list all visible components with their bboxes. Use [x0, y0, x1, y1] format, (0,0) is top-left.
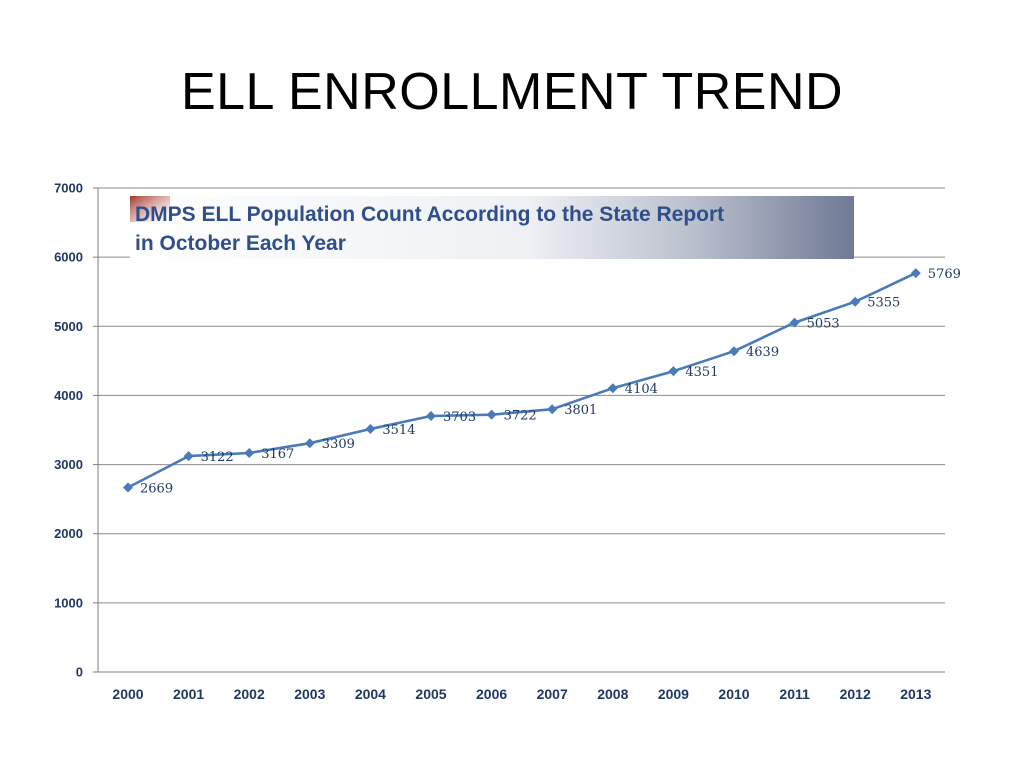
y-tick-label: 5000 — [54, 319, 83, 334]
y-axis-ticks: 0 1000 2000 3000 4000 5000 6000 7000 — [54, 181, 83, 680]
x-tick-label: 2008 — [597, 686, 628, 702]
data-label: 3514 — [382, 423, 415, 438]
banner-background — [130, 196, 854, 259]
x-tick-label: 2001 — [173, 686, 204, 702]
x-tick-label: 2010 — [718, 686, 749, 702]
y-tick-label: 3000 — [54, 457, 83, 472]
data-label: 3703 — [443, 410, 476, 425]
data-label: 3309 — [322, 437, 355, 452]
x-tick-label: 2011 — [779, 686, 810, 702]
gridlines — [98, 187, 945, 673]
data-point-marker — [729, 346, 739, 357]
y-tick-label: 0 — [76, 665, 83, 680]
data-point-marker — [668, 366, 679, 377]
data-point-marker — [365, 424, 376, 435]
y-tick-label: 7000 — [54, 181, 83, 196]
data-label: 5355 — [867, 296, 900, 311]
data-point-marker — [426, 410, 436, 421]
chart-title-line-2: in October Each Year — [135, 232, 346, 255]
data-point-marker — [244, 448, 255, 459]
slide-title: ELL ENROLLMENT TREND — [180, 63, 844, 121]
y-tick-label: 6000 — [54, 250, 83, 265]
data-point-marker — [123, 482, 133, 493]
data-label: 4351 — [685, 365, 718, 380]
data-label: 5769 — [928, 267, 961, 282]
data-label: 4639 — [746, 345, 779, 360]
chart-title-line-1: DMPS ELL Population Count According to t… — [135, 203, 724, 226]
data-point-marker — [183, 451, 194, 462]
data-point-marker — [607, 383, 618, 394]
x-tick-label: 2009 — [658, 686, 689, 702]
data-label: 3801 — [564, 403, 597, 418]
x-tick-label: 2005 — [415, 686, 446, 702]
data-point-marker — [304, 438, 315, 449]
data-point-marker — [910, 268, 921, 279]
data-label: 3122 — [201, 450, 234, 465]
axes — [93, 187, 99, 673]
data-label: 4104 — [625, 382, 658, 397]
data-point-marker — [789, 317, 800, 328]
data-point-marker — [547, 404, 558, 415]
series-enrollment — [123, 268, 921, 493]
data-label: 3167 — [261, 447, 294, 462]
x-tick-label: 2002 — [234, 686, 265, 702]
data-label: 2669 — [140, 481, 173, 496]
banner-corner-accent — [130, 196, 170, 222]
series-line — [127, 271, 917, 489]
x-tick-label: 2013 — [900, 686, 931, 702]
y-tick-label: 4000 — [54, 388, 83, 403]
x-tick-label: 2003 — [294, 686, 325, 702]
data-label: 3722 — [504, 409, 537, 424]
x-tick-label: 2006 — [476, 686, 507, 702]
x-tick-label: 2007 — [537, 686, 568, 702]
data-point-marker — [486, 409, 497, 420]
data-labels: 2669 3122 3167 3309 3514 3703 3722 3801 4104 4351… — [140, 267, 961, 496]
data-point-marker — [850, 296, 861, 307]
x-tick-label: 2012 — [840, 686, 871, 702]
x-tick-label: 2000 — [112, 686, 143, 702]
chart-title-banner: DMPS ELL Population Count According to t… — [130, 196, 854, 259]
x-axis-ticks: 2000 2001 2002 2003 2004 2005 2006 2007 2008 2009… — [112, 686, 931, 702]
y-tick-label: 1000 — [54, 595, 83, 610]
y-tick-label: 2000 — [54, 526, 83, 541]
data-label: 5053 — [807, 317, 840, 332]
x-tick-label: 2004 — [355, 686, 386, 702]
